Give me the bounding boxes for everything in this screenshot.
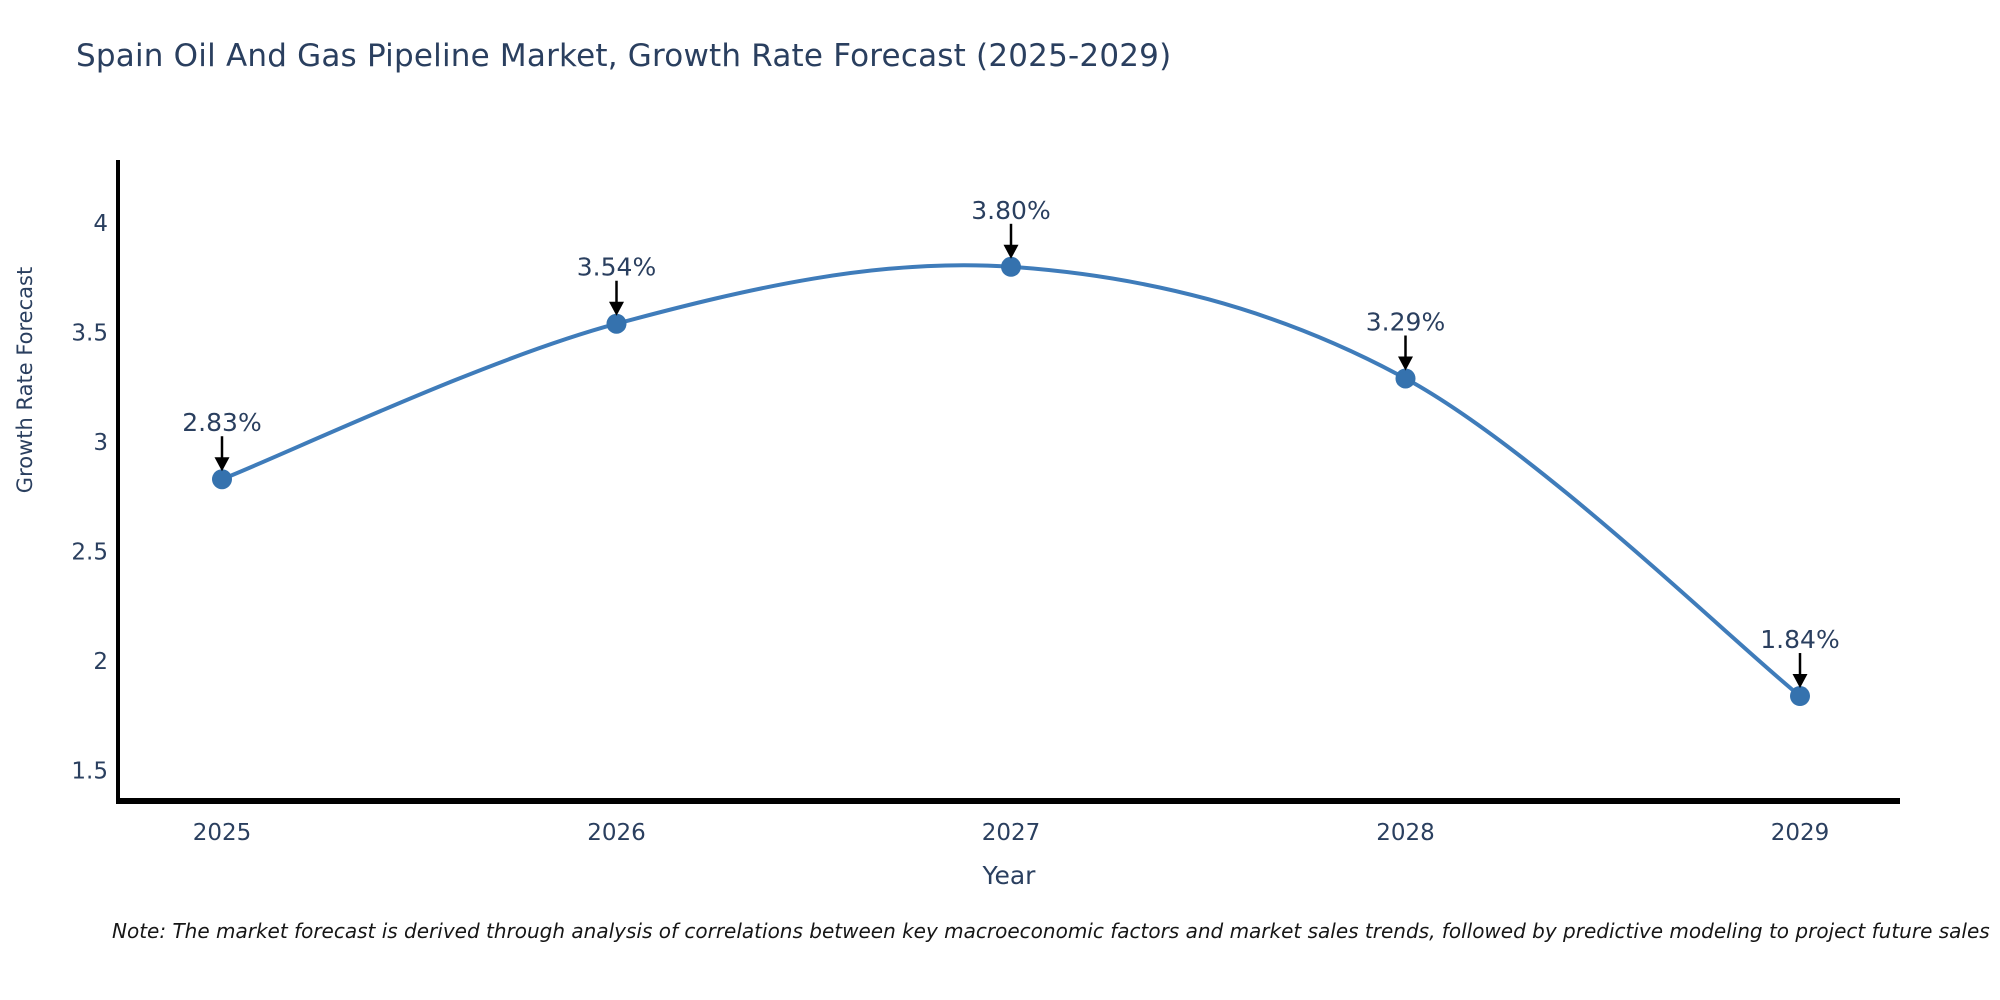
data-point-2028[interactable] xyxy=(1395,368,1416,389)
annotation-arrowhead-icon xyxy=(1003,244,1019,259)
data-point-value-label: 3.80% xyxy=(971,196,1050,225)
forecast-trend-line xyxy=(220,263,1802,699)
data-point-value-label: 1.84% xyxy=(1760,625,1839,654)
x-axis-title: Year xyxy=(982,861,1037,890)
annotation-arrowhead-icon xyxy=(214,457,230,472)
y-axis-tick-label: 3 xyxy=(93,430,108,456)
data-point-2029[interactable] xyxy=(1790,686,1810,707)
annotation-arrowhead-icon xyxy=(1398,356,1413,371)
data-point-value-label: 2.83% xyxy=(182,408,261,437)
y-axis-title: Growth Rate Forecast xyxy=(13,267,37,493)
data-point-2025[interactable] xyxy=(212,469,232,490)
y-axis-tick-label: 3.5 xyxy=(71,321,108,347)
x-axis-tick-label: 2028 xyxy=(1376,820,1435,846)
x-axis-tick-label: 2025 xyxy=(193,820,252,846)
x-axis-tick-label: 2027 xyxy=(982,820,1041,846)
y-axis-tick-label: 2.5 xyxy=(71,540,108,566)
y-axis-tick-label: 1.5 xyxy=(71,759,108,785)
x-axis-tick-label: 2029 xyxy=(1771,820,1830,846)
data-point-value-label: 3.54% xyxy=(577,253,656,282)
data-point-2027[interactable] xyxy=(1001,256,1021,277)
data-point-value-label: 3.29% xyxy=(1366,307,1445,336)
annotation-arrowhead-icon xyxy=(609,301,624,316)
x-axis-tick-label: 2026 xyxy=(587,820,646,846)
y-axis-tick-label: 2 xyxy=(93,649,108,675)
chart-title: Spain Oil And Gas Pipeline Market, Growt… xyxy=(76,38,1172,74)
annotation-arrowhead-icon xyxy=(1792,674,1808,689)
y-axis-tick-label: 4 xyxy=(93,211,108,237)
data-point-2026[interactable] xyxy=(606,313,627,334)
footnote: Note: The market forecast is derived thr… xyxy=(112,919,1990,943)
